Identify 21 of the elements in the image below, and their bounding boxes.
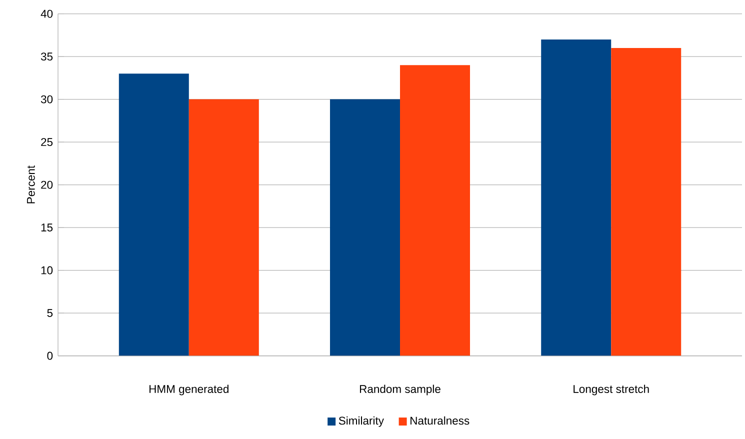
legend-label: Naturalness [410,416,470,425]
bar [188,99,259,356]
y-tick-label: 25 [41,138,53,146]
bar [330,99,400,356]
y-tick-label: 15 [41,224,53,232]
bar [541,39,612,356]
bar [118,74,189,356]
y-tick-label: 10 [41,266,53,274]
x-tick-label: Random sample [360,384,440,396]
y-tick-label: 5 [47,309,53,317]
y-axis-title: Percent [27,166,35,204]
bar [611,48,682,356]
bar [400,65,470,356]
y-tick-label: 40 [40,10,53,18]
y-tick-label: 20 [41,180,53,189]
x-tick-label: HMM generated [150,384,228,396]
y-tick-label: 35 [40,52,53,61]
y-tick-label: 0 [47,352,53,360]
y-tick-label: 30 [40,95,53,104]
legend-label: Similarity [338,416,384,427]
x-tick-label: Longest stretch [574,384,649,396]
